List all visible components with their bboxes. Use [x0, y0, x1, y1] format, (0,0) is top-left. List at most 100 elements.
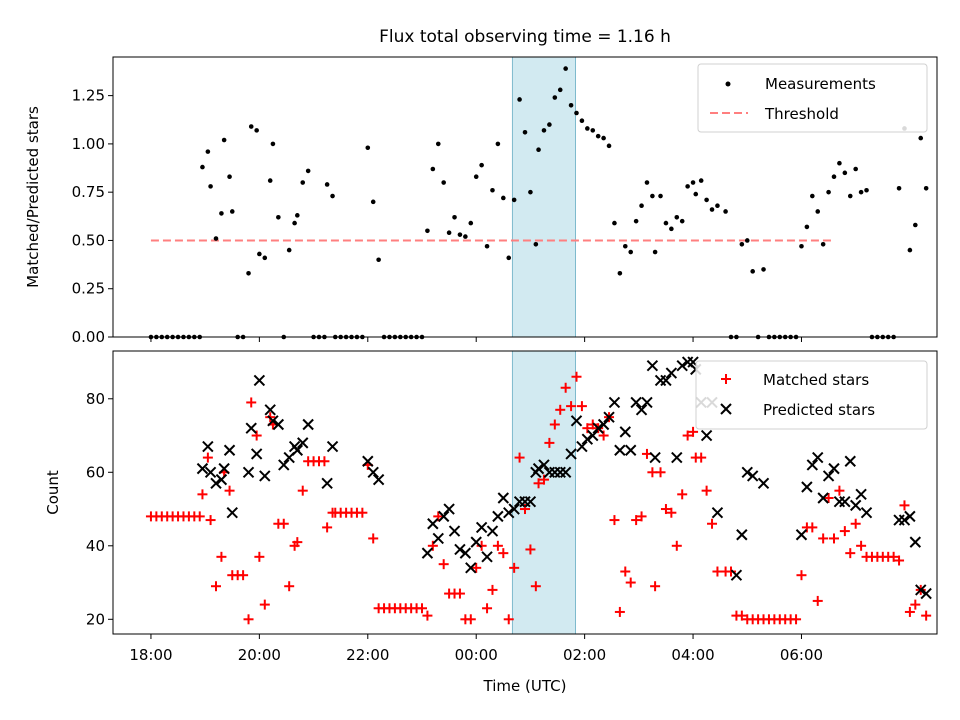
- x-stroke: [746, 470, 759, 482]
- matched-point: [688, 426, 699, 437]
- predicted-point: [204, 466, 217, 478]
- matched-point: [625, 577, 636, 588]
- predicted-point: [860, 507, 873, 519]
- matched-point: [650, 581, 661, 592]
- ratio-legend: Measurements Threshold: [697, 63, 928, 133]
- ratio-ytick-label: 0.25: [72, 280, 105, 298]
- predicted-point: [215, 473, 228, 486]
- x-stroke: [806, 459, 819, 471]
- ratio-ytick-label: 1.25: [72, 87, 105, 105]
- measurement-point: [457, 232, 463, 237]
- predicted-point: [576, 440, 588, 453]
- x-stroke: [849, 499, 862, 512]
- measurement-point: [674, 214, 680, 220]
- predicted-point: [665, 367, 678, 379]
- predicted-point: [649, 451, 661, 464]
- xtick-label: 02:00: [563, 646, 606, 664]
- measurement-points: [148, 66, 929, 340]
- x-stroke: [492, 510, 504, 523]
- x-stroke: [676, 359, 688, 372]
- predicted-point: [475, 521, 488, 534]
- measurement-point: [501, 195, 506, 201]
- x-stroke: [538, 459, 550, 471]
- measurement-point: [693, 191, 699, 197]
- matched-point: [682, 430, 693, 441]
- x-stroke: [592, 422, 604, 434]
- x-stroke: [665, 367, 678, 379]
- x-stroke: [437, 510, 450, 523]
- x-stroke: [730, 569, 743, 581]
- matched-point: [614, 606, 625, 617]
- measurement-point: [896, 186, 902, 191]
- predicted-point: [587, 429, 599, 442]
- measurement-point: [853, 166, 858, 172]
- legend-matched-label: Matched stars: [763, 371, 869, 389]
- count-yticks: 20 40 60 80: [86, 390, 113, 628]
- x-stroke: [372, 473, 385, 486]
- predicted-point: [711, 507, 724, 519]
- measurement-point: [799, 243, 804, 249]
- predicted-point: [432, 532, 444, 545]
- predicted-point: [855, 488, 867, 501]
- count-axes-frame: [112, 350, 938, 635]
- x-stroke: [614, 444, 626, 456]
- measurement-point: [292, 220, 297, 226]
- matched-point: [609, 515, 620, 526]
- x-stroke: [720, 403, 732, 415]
- matched-point: [454, 588, 465, 599]
- measurement-point: [679, 218, 685, 224]
- x-stroke: [448, 525, 461, 537]
- predicted-point: [421, 547, 434, 559]
- measurement-point: [847, 193, 853, 199]
- matched-point: [571, 371, 582, 382]
- x-stroke: [267, 415, 279, 427]
- predicted-point: [625, 444, 637, 456]
- predicted-point: [741, 466, 753, 478]
- x-stroke: [470, 536, 482, 548]
- x-stroke: [711, 507, 724, 519]
- measurement-point: [715, 203, 720, 208]
- matched-point: [636, 511, 647, 522]
- matched-point: [482, 603, 493, 614]
- matched-point: [812, 595, 823, 606]
- predicted-point: [486, 525, 499, 537]
- x-stroke: [649, 451, 661, 464]
- measurement-point: [652, 249, 658, 255]
- legend-measurements-marker: [725, 81, 731, 87]
- predicted-point: [630, 396, 642, 409]
- matched-point: [818, 533, 829, 544]
- x-stroke: [844, 455, 856, 467]
- measurement-point: [365, 145, 371, 151]
- matched-point: [677, 489, 688, 500]
- matched-point: [671, 540, 682, 551]
- predicted-point: [828, 462, 840, 475]
- predicted-point: [250, 448, 263, 460]
- x-stroke: [741, 466, 753, 478]
- measurement-point: [622, 243, 628, 249]
- predicted-point: [497, 492, 510, 504]
- matched-point: [492, 540, 503, 551]
- matched-point: [259, 599, 270, 610]
- matched-point: [319, 456, 330, 467]
- x-stroke: [839, 495, 851, 508]
- legend-x: [720, 403, 732, 415]
- predicted-point: [267, 415, 279, 427]
- x-stroke: [860, 507, 873, 519]
- x-stroke: [635, 404, 648, 416]
- predicted-point: [608, 396, 621, 409]
- measurement-point: [744, 238, 750, 243]
- x-stroke: [204, 466, 217, 478]
- measurement-point: [330, 193, 335, 199]
- matched-point: [834, 485, 845, 496]
- matched-point: [530, 581, 541, 592]
- xtick-label: 22:00: [346, 646, 389, 664]
- predicted-point: [362, 455, 374, 467]
- measurement-point: [425, 228, 430, 234]
- predicted-point: [210, 477, 222, 490]
- predicted-point: [849, 499, 862, 512]
- x-stroke: [272, 418, 285, 431]
- measurement-point: [837, 160, 842, 166]
- count-panel: 20 40 60 80 Count 18:00 20:00 22:00 00:00 02:00…: [44, 337, 938, 695]
- matched-point: [576, 401, 587, 412]
- measurement-point: [473, 174, 479, 180]
